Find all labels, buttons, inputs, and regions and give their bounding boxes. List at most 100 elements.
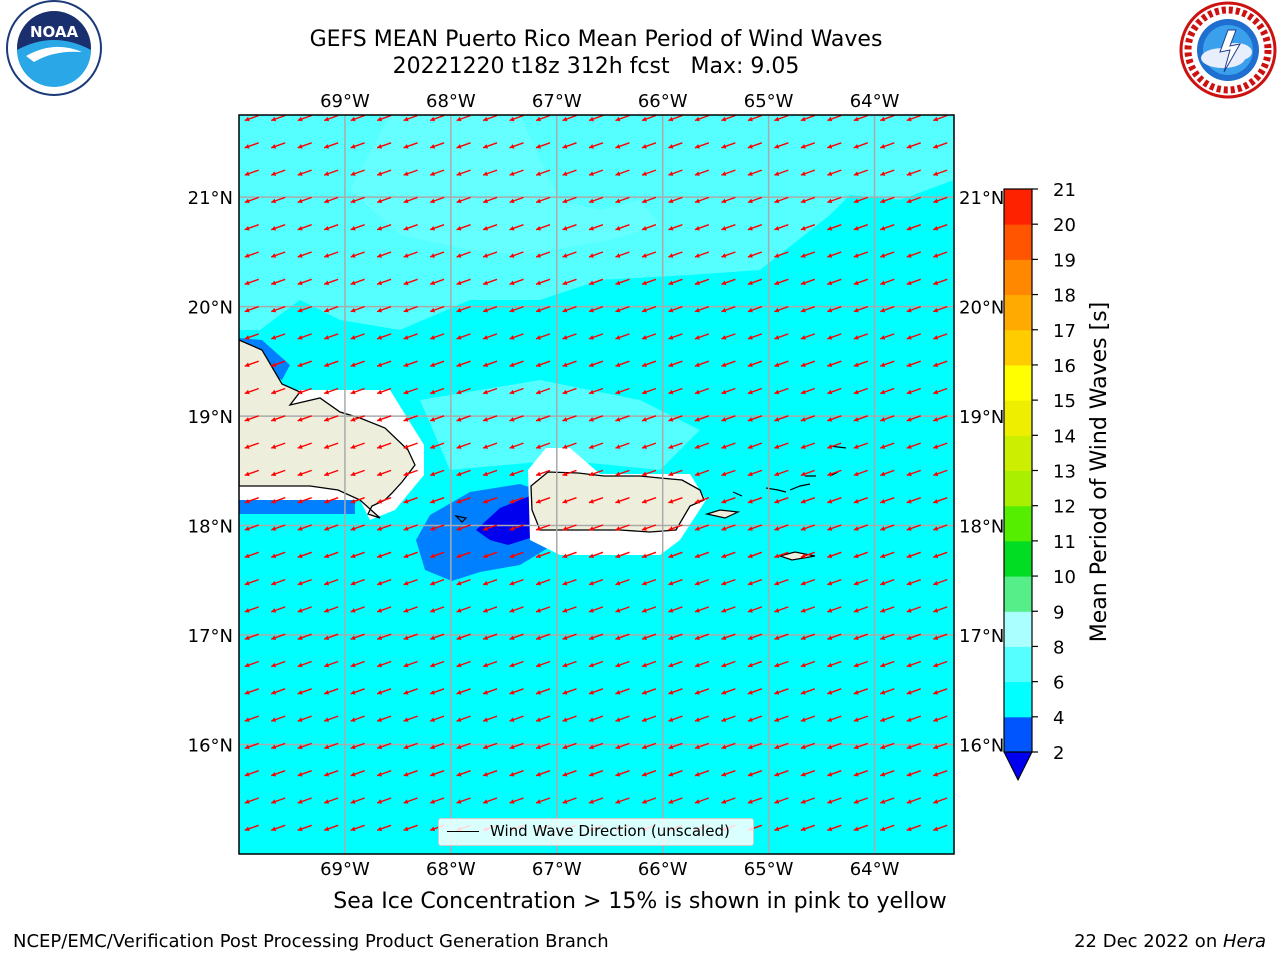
wave-direction-arrow bbox=[509, 278, 524, 286]
wave-direction-arrow bbox=[297, 224, 312, 231]
wave-direction-arrow bbox=[615, 278, 630, 286]
wave-direction-arrow bbox=[668, 415, 683, 422]
wave-direction-arrow bbox=[482, 196, 498, 204]
wave-direction-arrow bbox=[350, 305, 365, 313]
wave-direction-arrow bbox=[350, 688, 365, 695]
wave-direction-arrow bbox=[880, 770, 895, 777]
wave-direction-arrow bbox=[562, 497, 577, 504]
wave-direction-arrow bbox=[747, 770, 763, 777]
wave-direction-arrow bbox=[906, 606, 921, 613]
wave-direction-arrow bbox=[270, 742, 286, 750]
wave-direction-arrow bbox=[774, 169, 789, 176]
latitude-label: 21°N bbox=[959, 188, 1004, 209]
wave-direction-arrow bbox=[721, 196, 736, 204]
wave-direction-arrow bbox=[932, 251, 948, 258]
wave-direction-arrow bbox=[429, 142, 445, 149]
wave-direction-arrow bbox=[456, 715, 471, 722]
wave-direction-arrow bbox=[350, 551, 365, 559]
wave-direction-arrow bbox=[932, 278, 948, 286]
wave-direction-arrow bbox=[880, 660, 895, 668]
wave-direction-arrow bbox=[932, 469, 948, 477]
wave-direction-arrow bbox=[270, 224, 286, 231]
wave-direction-arrow bbox=[721, 797, 736, 804]
wave-direction-arrow bbox=[244, 688, 259, 695]
wave-direction-arrow bbox=[906, 360, 921, 367]
wave-direction-arrow bbox=[588, 142, 604, 149]
wave-direction-arrow bbox=[694, 715, 710, 722]
wave-direction-arrow bbox=[668, 606, 683, 613]
wave-direction-arrow bbox=[297, 442, 312, 449]
wave-direction-arrow bbox=[482, 578, 498, 586]
wave-direction-arrow bbox=[880, 333, 895, 340]
colorbar-segment bbox=[1004, 364, 1032, 401]
wave-direction-arrow bbox=[853, 606, 869, 613]
wave-direction-arrow bbox=[932, 524, 948, 531]
colorbar-segment bbox=[1004, 329, 1032, 366]
wave-direction-arrow bbox=[747, 169, 763, 176]
wave-direction-arrow bbox=[615, 142, 630, 149]
wave-direction-arrow bbox=[244, 251, 259, 258]
wave-direction-arrow bbox=[535, 497, 551, 504]
wave-direction-arrow bbox=[297, 497, 312, 504]
wave-direction-arrow bbox=[827, 142, 842, 149]
wave-direction-arrow bbox=[535, 169, 551, 176]
wave-direction-arrow bbox=[906, 660, 921, 668]
wave-direction-arrow bbox=[244, 387, 259, 395]
wave-direction-arrow bbox=[323, 660, 339, 668]
wave-direction-arrow bbox=[244, 797, 259, 804]
wave-direction-arrow bbox=[456, 578, 471, 586]
wave-direction-arrow bbox=[668, 660, 683, 668]
wave-direction-arrow bbox=[906, 224, 921, 231]
wave-direction-arrow bbox=[774, 196, 789, 204]
wave-direction-arrow bbox=[509, 115, 524, 122]
wave-direction-arrow bbox=[376, 824, 392, 832]
wave-direction-arrow bbox=[800, 551, 816, 559]
wave-direction-arrow bbox=[270, 606, 286, 613]
wave-direction-arrow bbox=[323, 606, 339, 613]
wave-direction-arrow bbox=[350, 770, 365, 777]
wave-direction-arrow bbox=[297, 688, 312, 695]
wave-direction-arrow bbox=[562, 524, 577, 531]
wave-direction-arrow bbox=[694, 278, 710, 286]
wave-direction-arrow bbox=[244, 633, 259, 640]
wave-direction-arrow bbox=[853, 715, 869, 722]
wave-direction-arrow bbox=[853, 196, 869, 204]
wave-direction-arrow bbox=[932, 551, 948, 559]
wave-direction-arrow bbox=[509, 251, 524, 258]
wave-direction-arrow bbox=[376, 387, 392, 395]
wave-direction-arrow bbox=[588, 660, 604, 668]
wave-direction-arrow bbox=[906, 578, 921, 586]
wave-direction-arrow bbox=[880, 742, 895, 750]
wave-direction-arrow bbox=[403, 387, 418, 395]
wave-direction-arrow bbox=[721, 305, 736, 313]
wave-direction-arrow bbox=[906, 333, 921, 340]
wave-direction-arrow bbox=[853, 333, 869, 340]
wave-direction-arrow bbox=[668, 497, 683, 504]
wave-direction-arrow bbox=[350, 578, 365, 586]
wave-direction-arrow bbox=[694, 797, 710, 804]
wave-direction-arrow bbox=[323, 578, 339, 586]
wave-direction-arrow bbox=[376, 660, 392, 668]
wave-direction-arrow bbox=[376, 196, 392, 204]
wave-direction-arrow bbox=[376, 442, 392, 449]
wave-direction-arrow bbox=[270, 770, 286, 777]
wave-direction-arrow bbox=[694, 742, 710, 750]
wave-direction-arrow bbox=[853, 278, 869, 286]
colorbar-tick-label: 12 bbox=[1053, 497, 1076, 518]
wave-direction-arrow bbox=[244, 142, 259, 149]
wave-direction-arrow bbox=[323, 770, 339, 777]
title-line-2: 20221220 t18z 312h fcst Max: 9.05 bbox=[392, 54, 800, 79]
wave-direction-arrow bbox=[323, 360, 339, 367]
wave-direction-arrow bbox=[429, 415, 445, 422]
wave-direction-arrow bbox=[880, 797, 895, 804]
wave-direction-arrow bbox=[562, 142, 577, 149]
wave-direction-arrow bbox=[800, 442, 816, 449]
wave-period-under-2-patch bbox=[476, 496, 536, 545]
wave-direction-arrow bbox=[853, 660, 869, 668]
colorbar-segment bbox=[1004, 470, 1032, 507]
wave-direction-arrow bbox=[482, 360, 498, 367]
wave-direction-arrow bbox=[747, 715, 763, 722]
wave-direction-arrow bbox=[482, 333, 498, 340]
wave-direction-arrow bbox=[244, 278, 259, 286]
wave-direction-arrow bbox=[721, 142, 736, 149]
